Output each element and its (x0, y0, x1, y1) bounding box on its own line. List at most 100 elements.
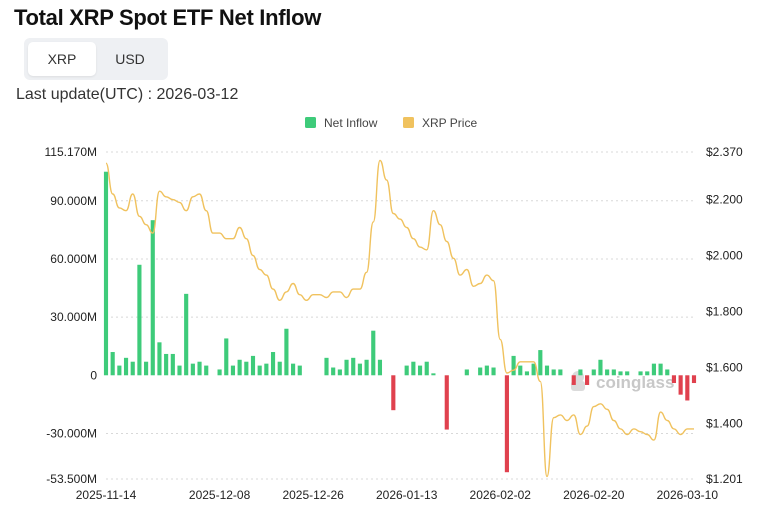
chart-gridlines (106, 151, 694, 480)
inflow-bar (197, 361, 202, 376)
x-tick-label: 2025-12-08 (189, 488, 251, 502)
net-inflow-bars (103, 171, 697, 473)
page-title: Total XRP Spot ETF Net Inflow (14, 5, 322, 30)
left-axis: 115.170M 90.000M 60.000M 30.000M 0 -30.000M -5… (45, 145, 98, 486)
left-tick-label: -53.500M (46, 472, 97, 486)
inflow-bar (431, 373, 436, 376)
inflow-bar (123, 357, 129, 376)
currency-toggle: XRP USD (24, 38, 168, 80)
left-tick-label: 60.000M (50, 252, 97, 266)
inflow-bar (411, 361, 416, 376)
inflow-bar (478, 367, 483, 376)
inflow-bar (284, 328, 289, 376)
xrp-price-line (105, 159, 694, 478)
inflow-bar (658, 363, 663, 376)
inflow-bar (250, 355, 256, 376)
toggle-xrp[interactable]: XRP (28, 42, 96, 76)
inflow-bar (190, 363, 195, 376)
inflow-bar (578, 369, 583, 376)
inflow-bar (344, 359, 349, 376)
inflow-bar (184, 293, 189, 376)
inflow-bar (277, 361, 282, 376)
inflow-bar (144, 361, 149, 376)
inflow-bar (665, 369, 670, 376)
right-tick-label: $1.800 (706, 304, 743, 318)
inflow-bar (177, 365, 182, 376)
inflow-bar (377, 359, 383, 376)
inflow-bar (357, 363, 362, 376)
inflow-bar (137, 264, 142, 376)
x-tick-label: 2025-11-14 (76, 488, 137, 502)
inflow-bar (538, 350, 543, 376)
inflow-bar (551, 369, 556, 376)
outflow-bar (671, 375, 677, 384)
inflow-bar (337, 369, 342, 376)
right-tick-label: $2.370 (706, 145, 743, 159)
inflow-bar (645, 371, 650, 376)
inflow-bar (611, 369, 616, 376)
legend-label-xrp-price: XRP Price (422, 116, 477, 130)
x-tick-label: 2026-01-13 (376, 488, 438, 502)
inflow-bar (558, 369, 563, 376)
toggle-usd[interactable]: USD (115, 51, 145, 67)
inflow-bar (157, 342, 162, 376)
x-tick-label: 2026-02-20 (563, 488, 625, 502)
inflow-bar (618, 371, 623, 376)
inflow-bar (524, 371, 530, 376)
x-tick-label: 2025-12-26 (282, 488, 344, 502)
inflow-bar (150, 220, 155, 376)
right-tick-label: $2.200 (706, 193, 743, 207)
inflow-bar (491, 367, 496, 376)
inflow-bar (484, 365, 489, 376)
inflow-bar (531, 363, 536, 376)
chart-legend: Net Inflow XRP Price (305, 116, 477, 130)
inflow-bar (404, 365, 409, 376)
outflow-bar (504, 375, 509, 473)
inflow-bar (257, 365, 262, 376)
inflow-bar (204, 365, 209, 376)
inflow-bar (291, 363, 296, 376)
outflow-bar (444, 375, 449, 430)
inflow-bar (117, 365, 122, 376)
left-tick-label: 90.000M (50, 194, 97, 208)
outflow-bar (585, 375, 590, 385)
x-tick-label: 2026-03-10 (657, 488, 719, 502)
legend-label-net-inflow: Net Inflow (324, 116, 378, 130)
inflow-bar (264, 363, 269, 376)
inflow-bar (164, 353, 169, 376)
inflow-bar (217, 369, 222, 376)
inflow-bar (237, 359, 242, 376)
inflow-bar (103, 171, 109, 376)
inflow-bar (638, 371, 643, 376)
inflow-bar (244, 361, 249, 376)
inflow-bar (297, 365, 302, 376)
watermark-text: coinglass (596, 373, 674, 392)
legend-swatch-net-inflow (305, 117, 316, 128)
inflow-bar (605, 369, 610, 376)
x-tick-label: 2026-02-02 (470, 488, 532, 502)
inflow-bar (331, 367, 336, 376)
right-tick-label: $1.201 (706, 472, 743, 486)
x-axis: 2025-11-14 2025-12-08 2025-12-26 2026-01-13… (76, 488, 719, 502)
right-tick-label: $1.400 (706, 416, 743, 430)
inflow-bar (170, 353, 175, 376)
inflow-bar (230, 365, 236, 376)
inflow-bar (110, 352, 115, 376)
inflow-bar (224, 338, 229, 376)
right-tick-label: $2.000 (706, 248, 743, 262)
inflow-bar (511, 355, 516, 376)
last-update: Last update(UTC) : 2026-03-12 (16, 86, 239, 103)
inflow-bar (464, 369, 469, 376)
left-tick-label: 30.000M (50, 310, 97, 324)
inflow-bar (544, 365, 550, 376)
outflow-bar (678, 375, 683, 395)
inflow-bar (518, 365, 523, 376)
left-tick-label: -30.000M (46, 426, 97, 440)
outflow-bar (691, 375, 697, 384)
inflow-bar (625, 371, 630, 376)
inflow-bar (371, 330, 376, 376)
outflow-bar (571, 375, 576, 385)
inflow-bar (591, 369, 596, 376)
inflow-bar (130, 361, 135, 376)
